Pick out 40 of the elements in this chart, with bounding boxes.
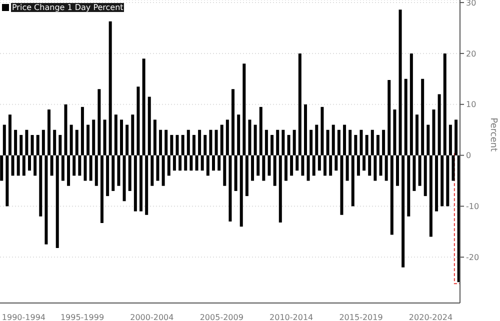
legend-label: Price Change 1 Day Percent: [11, 3, 124, 12]
y-tick-label: -10: [466, 202, 480, 212]
bar: [396, 155, 399, 186]
bar: [67, 155, 70, 186]
bar: [304, 104, 307, 156]
bar: [343, 124, 346, 156]
bar: [270, 134, 274, 156]
x-tick-label: 2010-2014: [270, 313, 314, 321]
x-tick-label: 2015-2019: [339, 313, 383, 321]
bar: [324, 155, 327, 176]
bar: [232, 89, 235, 156]
bar: [178, 155, 182, 171]
bar: [284, 155, 288, 181]
bar: [28, 155, 31, 171]
bar: [100, 155, 104, 224]
bar: [251, 155, 254, 181]
y-tick-label: 10: [466, 100, 476, 110]
bar: [48, 109, 51, 156]
bar: [120, 120, 123, 156]
bar: [140, 155, 143, 212]
bar: [8, 114, 12, 156]
x-tick-label: 2005-2009: [200, 313, 244, 321]
bar: [86, 124, 90, 156]
bar: [362, 155, 366, 171]
x-tick-label: 2000-2004: [130, 313, 174, 321]
x-tick-label: 1995-1999: [60, 313, 104, 321]
bar: [0, 155, 4, 181]
x-tick-label: 1990-1994: [2, 313, 46, 321]
y-axis-title: Percent: [488, 118, 498, 152]
y-tick-label: 0: [466, 151, 472, 160]
bar: [435, 155, 438, 212]
bar: [416, 114, 419, 156]
bar: [212, 155, 215, 171]
bar: [376, 134, 380, 156]
y-tick-label: 20: [466, 49, 476, 58]
bar: [192, 134, 196, 156]
bar: [454, 120, 458, 156]
bar: [159, 130, 162, 156]
x-tick-label: 2020-2024: [408, 313, 453, 321]
y-tick-label: -20: [466, 253, 480, 262]
